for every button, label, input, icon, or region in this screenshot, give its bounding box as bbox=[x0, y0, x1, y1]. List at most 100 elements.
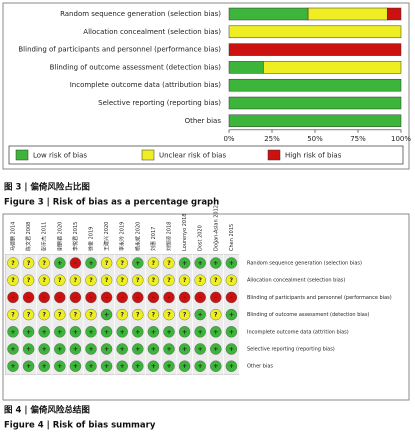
judgment-dot bbox=[132, 274, 144, 286]
judgment-symbol: ? bbox=[167, 260, 171, 267]
judgment-dot bbox=[225, 291, 238, 304]
figure4-caption-en: Figure 4 | Risk of bias summary bbox=[4, 421, 156, 431]
judgment-symbol: + bbox=[42, 363, 47, 370]
study-label: 李悦君 2015 bbox=[72, 222, 79, 251]
judgment-dot bbox=[225, 326, 238, 338]
judgment-symbol: + bbox=[135, 363, 140, 370]
judgment-dot bbox=[7, 326, 19, 338]
legend-swatch bbox=[15, 149, 29, 161]
judgment-dot bbox=[147, 326, 160, 338]
judgment-symbol: ? bbox=[74, 277, 78, 284]
judgment-symbol: ? bbox=[167, 312, 171, 319]
judgment-symbol: + bbox=[182, 346, 187, 353]
figure3-caption-zh: 图 3 | 偏倚风险占比图 bbox=[4, 182, 90, 193]
judgment-symbol: + bbox=[104, 363, 109, 370]
bar-segment bbox=[228, 43, 402, 56]
judgment-dot bbox=[210, 274, 222, 286]
judgment-dot bbox=[54, 257, 66, 269]
legend-label: Low risk of bias bbox=[33, 152, 87, 160]
judgment-symbol: + bbox=[42, 346, 47, 353]
judgment-symbol: + bbox=[182, 260, 187, 267]
study-label: 王建兴 2020 bbox=[103, 222, 110, 251]
judgment-symbol: + bbox=[229, 260, 234, 267]
domain-label: Random sequence generation (selection bi… bbox=[247, 261, 362, 267]
judgment-symbol: ? bbox=[74, 312, 78, 319]
study-label: 陈文君 2008 bbox=[25, 222, 32, 251]
judgment-symbol: + bbox=[120, 346, 125, 353]
judgment-dot bbox=[38, 274, 50, 286]
figure4-caption-zh: 图 4 | 偏倚风险总结图 bbox=[4, 405, 90, 416]
judgment-symbol: ? bbox=[42, 260, 46, 267]
judgment-dot bbox=[7, 291, 19, 304]
judgment-symbol: - bbox=[74, 260, 77, 267]
bar-segment bbox=[228, 78, 402, 92]
study-label: 徐俊 2019 bbox=[88, 227, 95, 251]
figure3-caption-en: Figure 3 | Risk of bias as a percentage … bbox=[4, 198, 219, 208]
judgment-symbol: + bbox=[229, 312, 234, 319]
judgment-dot bbox=[116, 291, 128, 304]
judgment-dot bbox=[163, 274, 175, 286]
judgment-dot bbox=[163, 291, 175, 304]
judgment-dot bbox=[54, 308, 66, 321]
judgment-dot bbox=[7, 274, 19, 286]
judgment-dot bbox=[116, 257, 128, 269]
study-label: 刘惠 2017 bbox=[150, 227, 157, 251]
judgment-dot bbox=[69, 326, 82, 338]
judgment-symbol: ? bbox=[152, 260, 156, 267]
judgment-symbol: ? bbox=[58, 312, 62, 319]
judgment-dot bbox=[22, 360, 35, 372]
judgment-symbol: + bbox=[88, 363, 93, 370]
judgment-dot bbox=[178, 308, 191, 321]
judgment-symbol: + bbox=[42, 329, 47, 336]
study-label: Lourenyo 2018 bbox=[182, 214, 188, 251]
judgment-dot bbox=[210, 360, 222, 372]
judgment-dot bbox=[225, 274, 238, 286]
judgment-dot bbox=[85, 326, 97, 338]
judgment-dot bbox=[54, 291, 66, 304]
judgment-symbol: + bbox=[73, 329, 78, 336]
judgment-symbol: + bbox=[10, 346, 15, 353]
judgment-symbol: - bbox=[59, 294, 62, 301]
study-label: Doğan-Aslan 2012 bbox=[212, 205, 219, 251]
bar-segment bbox=[307, 7, 388, 21]
judgment-symbol: - bbox=[74, 294, 77, 301]
judgment-dot bbox=[7, 308, 19, 321]
judgment-symbol: - bbox=[230, 294, 233, 301]
study-label: 刘恒琼 2018 bbox=[166, 222, 173, 251]
judgment-dot bbox=[147, 274, 160, 286]
judgment-symbol: + bbox=[229, 346, 234, 353]
domain-label: Other bias bbox=[247, 364, 273, 370]
judgment-symbol: ? bbox=[120, 260, 124, 267]
judgment-dot bbox=[54, 274, 66, 286]
judgment-dot bbox=[163, 326, 175, 338]
legend-swatch bbox=[267, 149, 281, 161]
judgment-symbol: ? bbox=[105, 260, 109, 267]
judgment-symbol: + bbox=[73, 363, 78, 370]
judgment-dot bbox=[194, 360, 206, 372]
judgment-symbol: - bbox=[168, 294, 171, 301]
judgment-dot bbox=[38, 343, 50, 355]
study-label: 彭乐杰 2011 bbox=[41, 222, 48, 251]
judgment-symbol: + bbox=[166, 329, 171, 336]
judgment-symbol: + bbox=[57, 363, 62, 370]
judgment-dot bbox=[194, 343, 206, 355]
judgment-dot bbox=[194, 291, 206, 304]
study-label: Dost 2020 bbox=[198, 225, 204, 251]
bar-segment bbox=[228, 114, 402, 128]
bar-segment bbox=[228, 61, 264, 74]
judgment-dot bbox=[38, 257, 50, 269]
judgment-dot bbox=[210, 326, 222, 338]
judgment-dot bbox=[100, 343, 113, 355]
judgment-symbol: ? bbox=[152, 312, 156, 319]
x-tick-label: 25% bbox=[264, 135, 280, 143]
judgment-symbol: + bbox=[10, 329, 15, 336]
judgment-symbol: + bbox=[182, 363, 187, 370]
judgment-symbol: ? bbox=[42, 312, 46, 319]
study-label: 李永玲 2019 bbox=[119, 222, 126, 251]
judgment-dot bbox=[7, 343, 19, 355]
judgment-symbol: ? bbox=[183, 277, 187, 284]
bar-segment bbox=[228, 25, 402, 39]
judgment-dot bbox=[54, 326, 66, 338]
judgment-dot bbox=[147, 308, 160, 321]
